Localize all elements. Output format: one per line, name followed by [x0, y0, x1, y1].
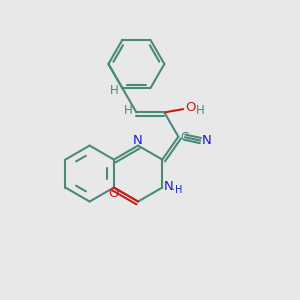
- Text: H: H: [196, 104, 205, 117]
- Text: O: O: [109, 187, 119, 200]
- Text: C: C: [180, 131, 188, 144]
- Text: N: N: [202, 134, 212, 147]
- Text: N: N: [164, 180, 174, 193]
- Text: ·H: ·H: [172, 185, 183, 195]
- Text: N: N: [133, 134, 143, 147]
- Text: O: O: [185, 101, 196, 114]
- Text: H: H: [124, 103, 133, 117]
- Text: H: H: [110, 84, 118, 97]
